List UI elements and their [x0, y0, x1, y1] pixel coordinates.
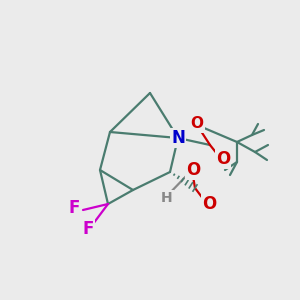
- Text: F: F: [82, 220, 94, 238]
- Text: O: O: [190, 116, 203, 131]
- Text: F: F: [68, 199, 80, 217]
- Text: N: N: [171, 129, 185, 147]
- Text: O: O: [202, 195, 216, 213]
- Text: O: O: [186, 161, 200, 179]
- Text: H: H: [161, 191, 173, 205]
- Text: O: O: [216, 150, 230, 168]
